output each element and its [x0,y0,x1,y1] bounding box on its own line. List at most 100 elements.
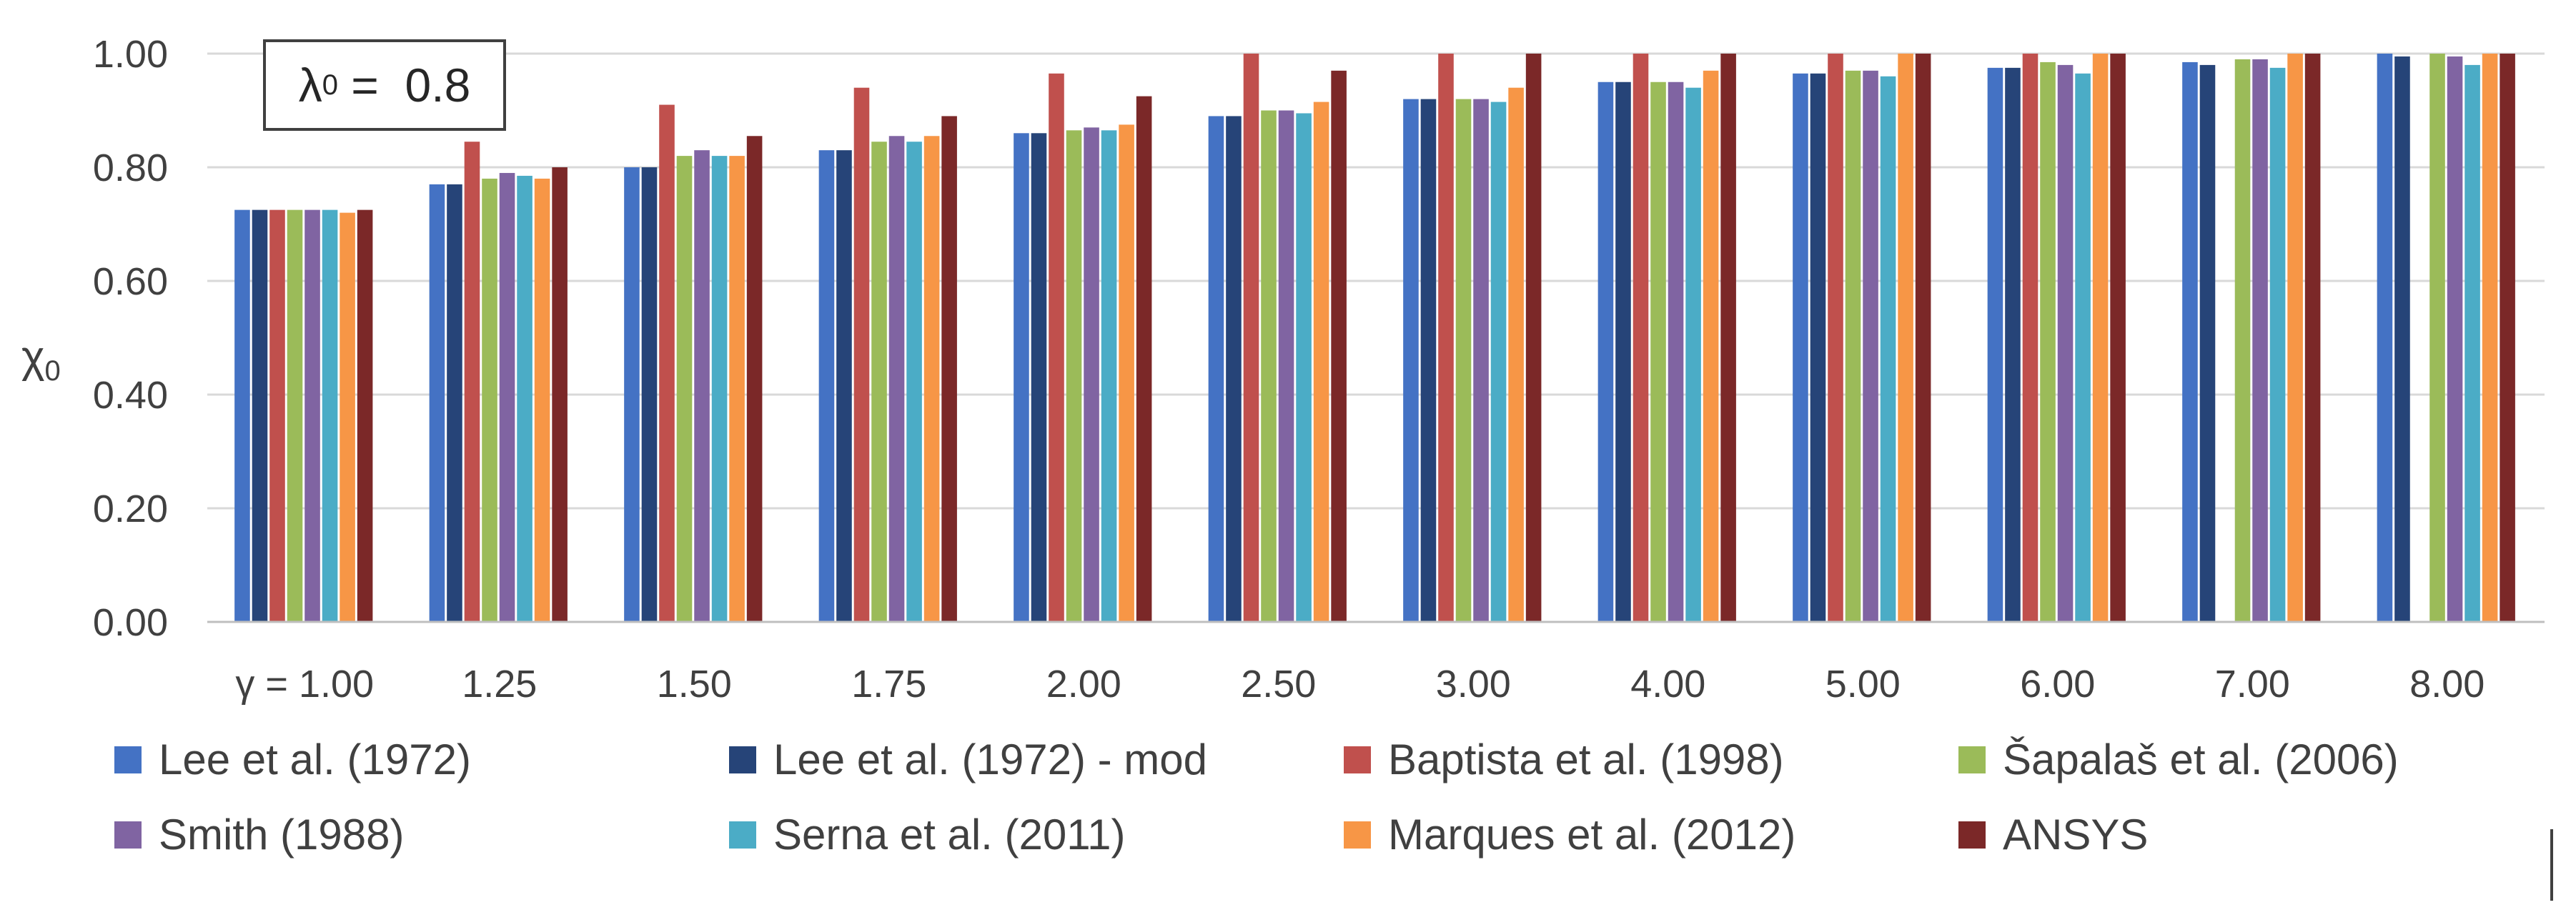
bar-4-5.00 [1845,70,1861,623]
bar-8-1.25 [552,167,568,622]
legend-item: Baptista et al. (1998) [1344,735,1958,784]
bar-1-1.00 [234,209,250,622]
y-axis-label-symbol: χ [21,332,45,382]
legend-item: Marques et al. (2012) [1344,810,1958,859]
bar-7-4.00 [1703,70,1719,623]
bar-8-2.50 [1331,70,1347,623]
lambda-symbol: λ [298,59,322,112]
x-tick-label: 5.00 [1826,663,1901,706]
legend-label: ANSYS [2003,811,2149,859]
bar-2-4.00 [1615,81,1631,622]
bar-4-1.00 [287,209,303,622]
x-tick-label: 1.25 [462,663,537,706]
bar-5-1.50 [694,150,710,622]
bar-8-8.00 [2500,54,2515,622]
x-tick-label: 2.50 [1241,663,1316,706]
bar-7-8.00 [2482,54,2498,622]
bar-6-3.00 [1490,102,1507,622]
bar-6-8.00 [2464,64,2480,622]
x-tick-label: 4.00 [1630,663,1705,706]
bar-4-1.75 [871,142,887,623]
bar-2-1.50 [641,167,658,622]
bar-1-1.50 [624,167,640,622]
lambda-subscript: 0 [322,69,338,101]
gridlines [207,52,2545,510]
legend: Lee et al. (1972) Lee et al. (1972) - mod… [114,735,2509,859]
legend-swatch [114,821,142,849]
bar-1-7.00 [2182,61,2198,623]
bar-3-5.00 [1828,54,1843,622]
bar-3-1.50 [659,104,675,623]
bar-4-8.00 [2429,54,2445,622]
bar-6-6.00 [2075,73,2091,622]
bar-4-1.50 [676,156,693,623]
bar-1-1.25 [429,184,445,623]
legend-label: Serna et al. (2011) [773,811,1126,859]
bar-4-1.25 [482,178,497,622]
bar-7-6.00 [2092,54,2109,622]
bar-1-2.00 [1014,133,1029,623]
bar-7-2.00 [1119,124,1134,622]
bar-8-1.50 [746,136,763,622]
bar-8-7.00 [2304,54,2321,622]
y-tick-label: 0.80 [93,147,168,189]
bar-1-2.50 [1208,116,1224,622]
bar-6-5.00 [1880,76,1896,623]
bar-4-2.00 [1066,130,1082,622]
bar-1-5.00 [1793,73,1808,622]
bar-2-6.00 [2005,67,2021,622]
bar-3-2.00 [1049,73,1064,622]
lambda-value: = 0.8 [337,59,471,112]
bar-2-2.50 [1226,116,1242,622]
legend-swatch [1344,821,1371,849]
legend-item: Šapalaš et al. (2006) [1958,735,2509,784]
x-tick-label: 7.00 [2215,663,2290,706]
legend-item: Lee et al. (1972) [114,735,729,784]
bar-3-4.00 [1633,54,1649,622]
y-tick-label: 0.20 [93,488,168,530]
bar-7-7.00 [2287,54,2303,622]
y-axis-label-subscript: 0 [45,355,61,387]
bar-2-1.25 [447,184,462,623]
x-tick-label: 3.00 [1436,663,1511,706]
bar-5-6.00 [2057,64,2074,622]
bar-3-1.75 [853,87,870,622]
bar-2-5.00 [1810,73,1826,622]
legend-item: Smith (1988) [114,810,729,859]
y-tick-label: 1.00 [93,33,168,76]
bar-4-4.00 [1650,81,1666,622]
bar-8-2.00 [1136,96,1152,622]
bar-4-6.00 [2040,61,2056,623]
bar-1-1.75 [818,150,835,622]
bar-3-6.00 [2022,54,2038,622]
bar-5-5.00 [1863,70,1878,623]
bar-8-6.00 [2110,54,2126,622]
x-tick-label: 1.75 [851,663,926,706]
bar-6-1.75 [906,142,922,623]
bar-3-1.00 [269,209,285,622]
bar-5-2.50 [1278,110,1294,622]
legend-label: Marques et al. (2012) [1388,811,1796,859]
legend-swatch [1958,746,1986,773]
x-axis-ticks: γ = 1.00 1.25 1.50 1.75 2.00 2.50 3.00 4.00 5.00… [235,663,2485,706]
bar-8-3.00 [1525,54,1542,622]
bar-6-2.50 [1296,113,1312,623]
legend-item: Serna et al. (2011) [729,810,1344,859]
bar-4-3.00 [1455,99,1472,623]
bar-6-2.00 [1101,130,1117,622]
bar-5-3.00 [1473,99,1489,623]
x-tick-label: γ = 1.00 [235,663,374,706]
bar-6-1.00 [322,209,338,622]
bar-2-1.75 [836,150,852,622]
bar-7-3.00 [1508,87,1524,622]
text-cursor [2550,829,2553,901]
bar-2-3.00 [1420,99,1437,623]
x-tick-label: 2.00 [1046,663,1121,706]
bar-8-5.00 [1915,54,1931,622]
bar-6-1.25 [517,175,532,623]
bar-1-4.00 [1597,81,1614,622]
legend-label: Smith (1988) [159,811,405,859]
bar-6-1.50 [711,156,728,623]
